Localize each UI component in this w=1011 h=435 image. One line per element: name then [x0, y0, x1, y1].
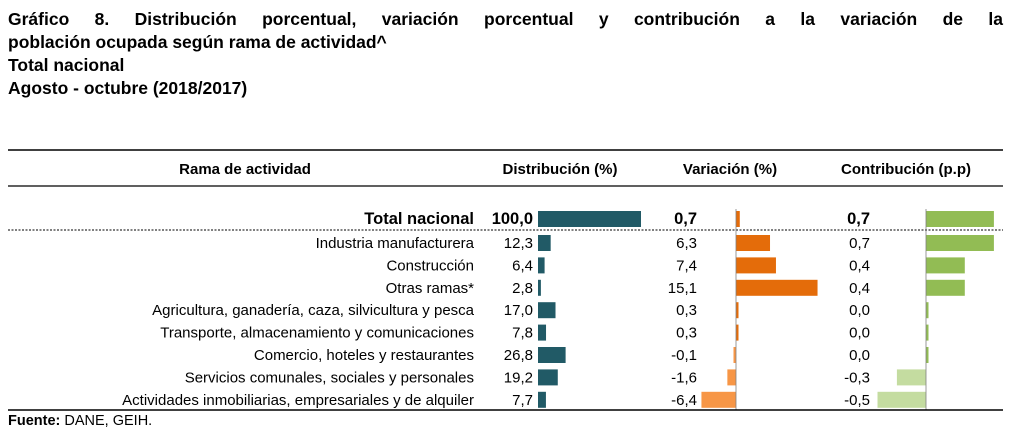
contribution-label-total: 0,7	[847, 210, 870, 228]
contribution-bar-row-2	[926, 257, 965, 274]
variation-bar-row-6	[733, 347, 736, 363]
variation-label-row-1: 6,3	[676, 235, 697, 252]
contribution-bar-row-1	[926, 235, 994, 251]
distribution-label-row-4: 17,0	[504, 302, 533, 319]
variation-bar-row-8	[701, 391, 736, 408]
variation-bar-total	[736, 211, 740, 227]
distribution-bar-row-3	[538, 279, 541, 296]
variation-bar-row-2	[736, 257, 776, 274]
distribution-label-row-3: 2,8	[512, 280, 533, 297]
contribution-label-row-2: 0,4	[849, 257, 870, 274]
distribution-bar-row-7	[538, 369, 558, 386]
variation-bar-row-5	[736, 324, 739, 341]
contribution-label-row-6: 0,0	[849, 347, 870, 364]
contribution-bar-row-7	[896, 369, 926, 386]
chart-subtitle-period: Agosto - octubre (2018/2017)	[8, 78, 248, 98]
chart-title-line-1: Gráfico 8. Distribución porcentual, vari…	[8, 9, 1003, 29]
chart-table-svg: Rama de actividad Distribución (%) Variaci…	[8, 149, 1003, 411]
variation-label-row-5: 0,3	[676, 325, 697, 342]
variation-bar-row-3	[736, 279, 818, 296]
distribution-label-row-7: 19,2	[504, 369, 533, 386]
distribution-bar-total	[538, 211, 641, 227]
category-label-total: Total nacional	[364, 210, 474, 228]
distribution-bar-row-6	[538, 347, 566, 363]
category-label-row-4: Agricultura, ganadería, caza, silvicultu…	[152, 302, 474, 319]
header-contribution: Contribución (p.p)	[841, 161, 971, 178]
category-label-row-1: Industria manufacturera	[316, 235, 475, 252]
contribution-bar-row-8	[877, 391, 926, 408]
contribution-bar-row-6	[926, 347, 929, 363]
category-label-row-5: Transporte, almacenamiento y comunicacio…	[160, 325, 474, 342]
distribution-label-row-5: 7,8	[512, 325, 533, 342]
variation-label-row-2: 7,4	[676, 257, 697, 274]
variation-label-row-3: 15,1	[668, 280, 697, 297]
category-label-row-8: Actividades inmobiliarias, empresariales…	[122, 392, 474, 409]
chart-title-line-2: población ocupada según rama de activida…	[8, 32, 387, 52]
header-variation: Variación (%)	[683, 161, 777, 178]
category-label-row-3: Otras ramas*	[386, 280, 475, 297]
variation-label-row-8: -6,4	[671, 392, 697, 409]
variation-bar-row-7	[727, 369, 736, 386]
header-category: Rama de actividad	[179, 161, 311, 178]
category-label-row-2: Construcción	[386, 257, 474, 274]
contribution-bar-row-5	[926, 324, 929, 341]
distribution-bar-row-2	[538, 257, 545, 274]
contribution-label-row-7: -0,3	[844, 369, 870, 386]
chart-subtitle-region: Total nacional	[8, 55, 125, 75]
distribution-bar-row-8	[538, 391, 546, 408]
header-distribution: Distribución (%)	[503, 161, 618, 178]
contribution-label-row-3: 0,4	[849, 280, 870, 297]
source-note: Fuente: DANE, GEIH.	[8, 413, 152, 429]
distribution-label-row-8: 7,7	[512, 392, 533, 409]
contribution-label-row-8: -0,5	[844, 392, 870, 409]
variation-label-row-7: -1,6	[671, 369, 697, 386]
contribution-label-row-1: 0,7	[849, 235, 870, 252]
chart-title-block: Gráfico 8. Distribución porcentual, vari…	[8, 8, 1003, 100]
distribution-bar-row-4	[538, 302, 556, 319]
distribution-bar-row-1	[538, 235, 551, 251]
variation-label-row-4: 0,3	[676, 302, 697, 319]
distribution-bar-row-5	[538, 324, 547, 341]
contribution-bar-total	[926, 211, 994, 227]
variation-label-row-6: -0,1	[671, 347, 697, 364]
category-label-row-7: Servicios comunales, sociales y personal…	[185, 369, 474, 386]
distribution-label-total: 100,0	[492, 210, 533, 228]
variation-bar-row-1	[736, 235, 771, 251]
distribution-label-row-1: 12,3	[504, 235, 533, 252]
contribution-bar-row-3	[926, 279, 965, 296]
source-label: Fuente:	[8, 413, 61, 429]
contribution-label-row-4: 0,0	[849, 302, 870, 319]
category-label-row-6: Comercio, hoteles y restaurantes	[254, 347, 474, 364]
distribution-label-row-6: 26,8	[504, 347, 533, 364]
contribution-bar-row-4	[926, 302, 929, 319]
variation-label-total: 0,7	[674, 210, 697, 228]
contribution-label-row-5: 0,0	[849, 325, 870, 342]
variation-bar-row-4	[736, 302, 739, 319]
source-text: DANE, GEIH.	[64, 413, 153, 429]
distribution-label-row-2: 6,4	[512, 257, 533, 274]
